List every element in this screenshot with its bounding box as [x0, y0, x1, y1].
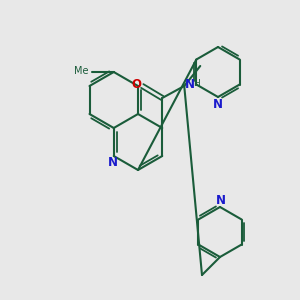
Text: N: N: [216, 194, 226, 206]
Text: H: H: [193, 80, 200, 88]
Text: O: O: [131, 79, 141, 92]
Text: Me: Me: [74, 66, 89, 76]
Text: N: N: [108, 157, 118, 169]
Text: N: N: [185, 77, 195, 91]
Text: N: N: [213, 98, 223, 110]
